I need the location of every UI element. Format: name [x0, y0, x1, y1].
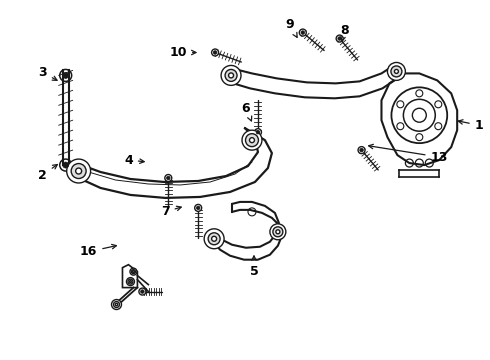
Circle shape — [273, 227, 283, 237]
Circle shape — [112, 300, 122, 310]
Circle shape — [391, 66, 402, 77]
Circle shape — [301, 31, 305, 34]
Text: 10: 10 — [170, 46, 196, 59]
Circle shape — [397, 123, 404, 130]
Circle shape — [213, 51, 217, 54]
Circle shape — [130, 268, 137, 275]
Circle shape — [256, 130, 260, 134]
Circle shape — [299, 29, 306, 36]
Text: 3: 3 — [39, 66, 57, 80]
Circle shape — [413, 108, 426, 122]
Circle shape — [221, 66, 241, 85]
Text: 4: 4 — [124, 154, 144, 167]
Circle shape — [397, 101, 404, 108]
Circle shape — [131, 270, 135, 274]
Circle shape — [394, 69, 398, 73]
Text: 1: 1 — [458, 119, 484, 132]
Text: 11: 11 — [0, 359, 1, 360]
Text: 8: 8 — [340, 24, 349, 41]
Circle shape — [195, 204, 202, 211]
Circle shape — [225, 69, 237, 81]
Text: 2: 2 — [38, 165, 57, 181]
Text: 6: 6 — [242, 102, 252, 121]
Text: 12: 12 — [0, 359, 1, 360]
Circle shape — [71, 163, 86, 179]
Circle shape — [126, 278, 134, 285]
Circle shape — [435, 101, 442, 108]
Circle shape — [139, 288, 146, 295]
Circle shape — [242, 130, 262, 150]
Circle shape — [128, 279, 133, 284]
Text: 15: 15 — [0, 359, 1, 360]
Circle shape — [338, 37, 342, 40]
Circle shape — [129, 280, 131, 283]
Text: 9: 9 — [286, 18, 297, 37]
Circle shape — [270, 224, 286, 240]
Circle shape — [249, 138, 254, 143]
Circle shape — [167, 176, 170, 180]
Text: 7: 7 — [161, 205, 181, 219]
Text: 16: 16 — [80, 244, 117, 258]
Circle shape — [115, 303, 118, 306]
Circle shape — [204, 229, 224, 249]
Circle shape — [196, 206, 200, 210]
Circle shape — [63, 162, 69, 168]
Circle shape — [276, 230, 280, 234]
Circle shape — [212, 49, 219, 56]
Circle shape — [435, 123, 442, 130]
Text: 13: 13 — [368, 144, 448, 163]
Circle shape — [67, 159, 91, 183]
Circle shape — [63, 72, 69, 78]
Circle shape — [388, 62, 405, 80]
Circle shape — [114, 302, 120, 307]
Circle shape — [75, 168, 82, 174]
Circle shape — [360, 148, 364, 152]
Circle shape — [141, 290, 144, 293]
Circle shape — [212, 236, 217, 241]
Circle shape — [208, 233, 220, 245]
Circle shape — [254, 129, 262, 136]
Circle shape — [416, 134, 423, 141]
Circle shape — [165, 175, 172, 181]
Circle shape — [358, 147, 365, 154]
Circle shape — [416, 90, 423, 97]
Circle shape — [245, 134, 258, 147]
Circle shape — [132, 271, 134, 273]
Text: 14: 14 — [0, 359, 1, 360]
Circle shape — [228, 73, 234, 78]
Circle shape — [336, 35, 343, 42]
Text: 5: 5 — [249, 256, 258, 278]
